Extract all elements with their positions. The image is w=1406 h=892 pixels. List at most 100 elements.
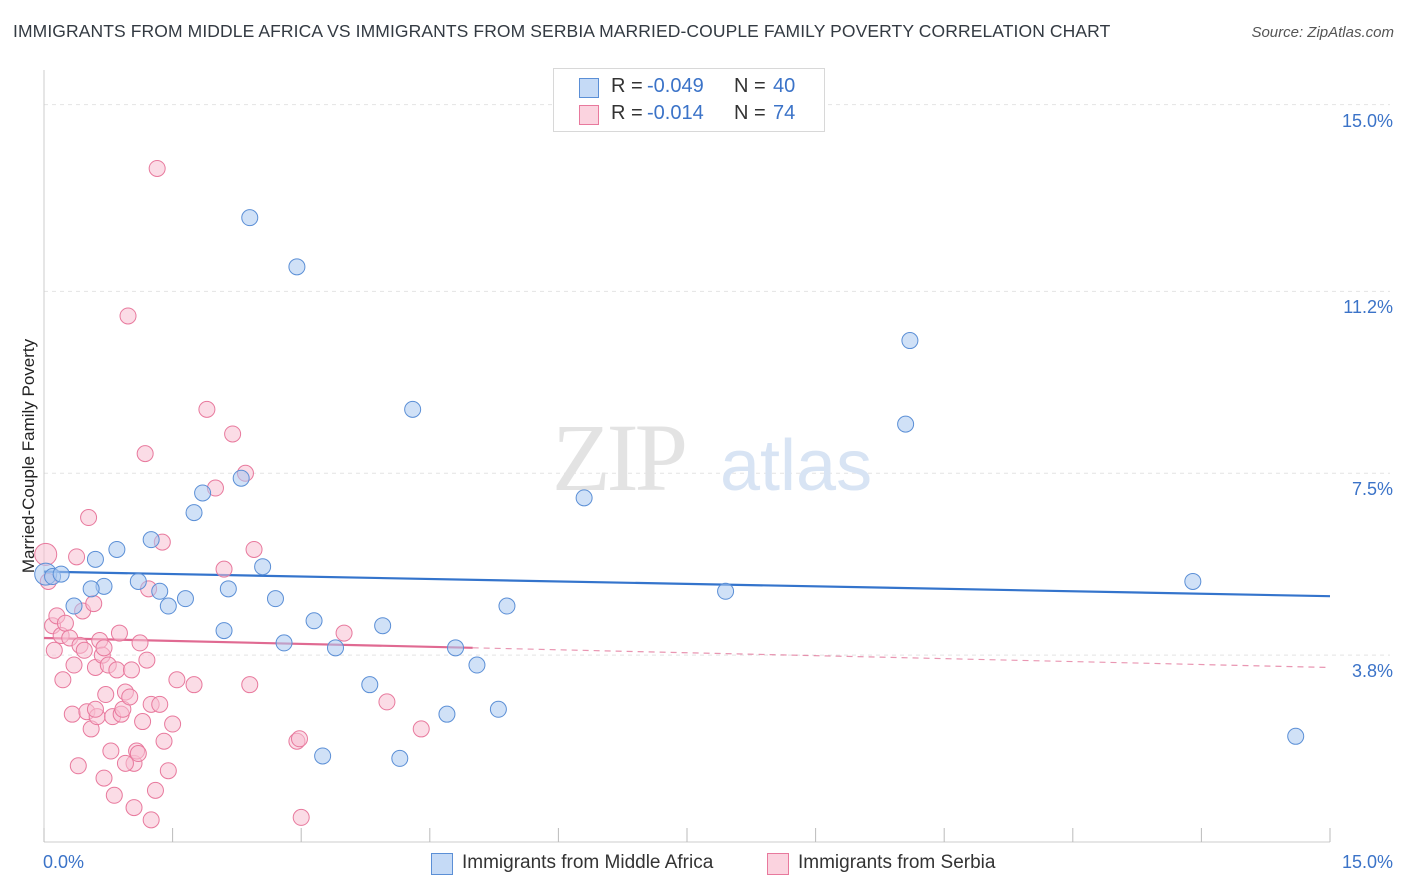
y-tick-label: 3.8%	[1351, 661, 1393, 682]
data-point	[136, 445, 154, 463]
data-point	[575, 489, 593, 507]
data-point	[288, 258, 306, 276]
data-point	[97, 686, 115, 704]
bottom-legend-label: Immigrants from Serbia	[798, 852, 996, 873]
data-point	[142, 531, 160, 549]
data-point	[361, 676, 379, 694]
data-point	[224, 425, 242, 443]
legend-swatch-blue	[579, 78, 599, 98]
data-point	[314, 747, 332, 765]
data-point	[438, 705, 456, 723]
data-point	[198, 400, 216, 418]
data-point	[119, 307, 137, 325]
data-point	[219, 580, 237, 598]
data-point	[1287, 727, 1305, 745]
legend-n-label: N =	[734, 75, 766, 97]
data-point	[391, 749, 409, 767]
data-point	[68, 548, 86, 566]
data-point	[151, 695, 169, 713]
data-point	[164, 715, 182, 733]
x-ticks	[43, 828, 1331, 842]
data-point	[65, 597, 83, 615]
legend-n-label: N =	[734, 102, 766, 124]
data-point	[374, 617, 392, 635]
data-point	[1184, 572, 1202, 590]
data-point	[121, 688, 139, 706]
data-point	[142, 811, 160, 829]
data-point	[65, 656, 83, 674]
data-point	[305, 612, 323, 630]
data-point	[335, 624, 353, 642]
data-point	[241, 209, 259, 227]
data-point	[168, 671, 186, 689]
data-point	[378, 693, 396, 711]
data-point	[116, 754, 134, 772]
data-point	[266, 590, 284, 608]
y-axis-title: Married-Couple Family Poverty	[19, 338, 38, 574]
data-point	[146, 781, 164, 799]
data-point	[176, 590, 194, 608]
data-point	[155, 732, 173, 750]
data-point	[254, 558, 272, 576]
y-tick-label: 15.0%	[1341, 110, 1393, 131]
data-point	[290, 730, 308, 748]
data-point	[185, 676, 203, 694]
bottom-legend-swatch-pink	[767, 853, 789, 875]
legend-n-value: 74	[773, 102, 796, 124]
legend-r-label: R =	[611, 75, 643, 97]
data-point	[489, 700, 507, 718]
data-point	[275, 634, 293, 652]
data-point	[159, 597, 177, 615]
data-point	[148, 159, 166, 177]
data-point	[86, 550, 104, 568]
watermark: ZIP atlas	[552, 404, 872, 511]
data-point	[215, 560, 233, 578]
data-point	[717, 582, 735, 600]
chart-title: IMMIGRANTS FROM MIDDLE AFRICA VS IMMIGRA…	[13, 21, 1111, 41]
data-point	[194, 484, 212, 502]
axes	[43, 70, 1330, 843]
data-point	[468, 656, 486, 674]
trend-lines	[43, 570, 1331, 669]
data-point	[52, 565, 70, 583]
series-middle-africa-points	[34, 209, 1305, 767]
data-point	[232, 469, 250, 487]
data-point	[86, 700, 104, 718]
data-point	[901, 332, 919, 350]
data-point	[292, 808, 310, 826]
data-point	[82, 580, 100, 598]
legend-r-value: -0.049	[647, 75, 704, 97]
data-point	[129, 572, 147, 590]
data-point	[95, 769, 113, 787]
data-point	[404, 400, 422, 418]
trend-line-solid	[43, 570, 1331, 598]
data-point	[54, 671, 72, 689]
data-point	[138, 651, 156, 669]
data-point	[897, 415, 915, 433]
data-point	[412, 720, 430, 738]
data-point	[122, 661, 140, 679]
data-point	[134, 713, 152, 731]
data-point	[56, 614, 74, 632]
y-tick-label: 11.2%	[1343, 297, 1393, 318]
data-point	[159, 762, 177, 780]
legend-r-label: R =	[611, 102, 643, 124]
data-point	[63, 705, 81, 723]
x-tick-label-right: 15.0%	[1341, 852, 1393, 872]
data-point	[105, 786, 123, 804]
data-point	[447, 639, 465, 657]
trend-line-dashed	[472, 647, 1331, 669]
data-point	[45, 641, 63, 659]
y-tick-label: 7.5%	[1351, 479, 1393, 500]
data-point	[108, 540, 126, 558]
data-point	[215, 622, 233, 640]
data-point	[108, 661, 126, 679]
data-point	[95, 639, 113, 657]
legend-n-value: 40	[773, 75, 796, 97]
series-serbia-points	[34, 159, 430, 829]
legend-r-value: -0.014	[647, 102, 704, 124]
bottom-legend-label: Immigrants from Middle Africa	[462, 852, 714, 873]
legend-box: R = -0.049 N = 40 R = -0.014 N = 74	[553, 68, 825, 132]
data-point	[241, 676, 259, 694]
